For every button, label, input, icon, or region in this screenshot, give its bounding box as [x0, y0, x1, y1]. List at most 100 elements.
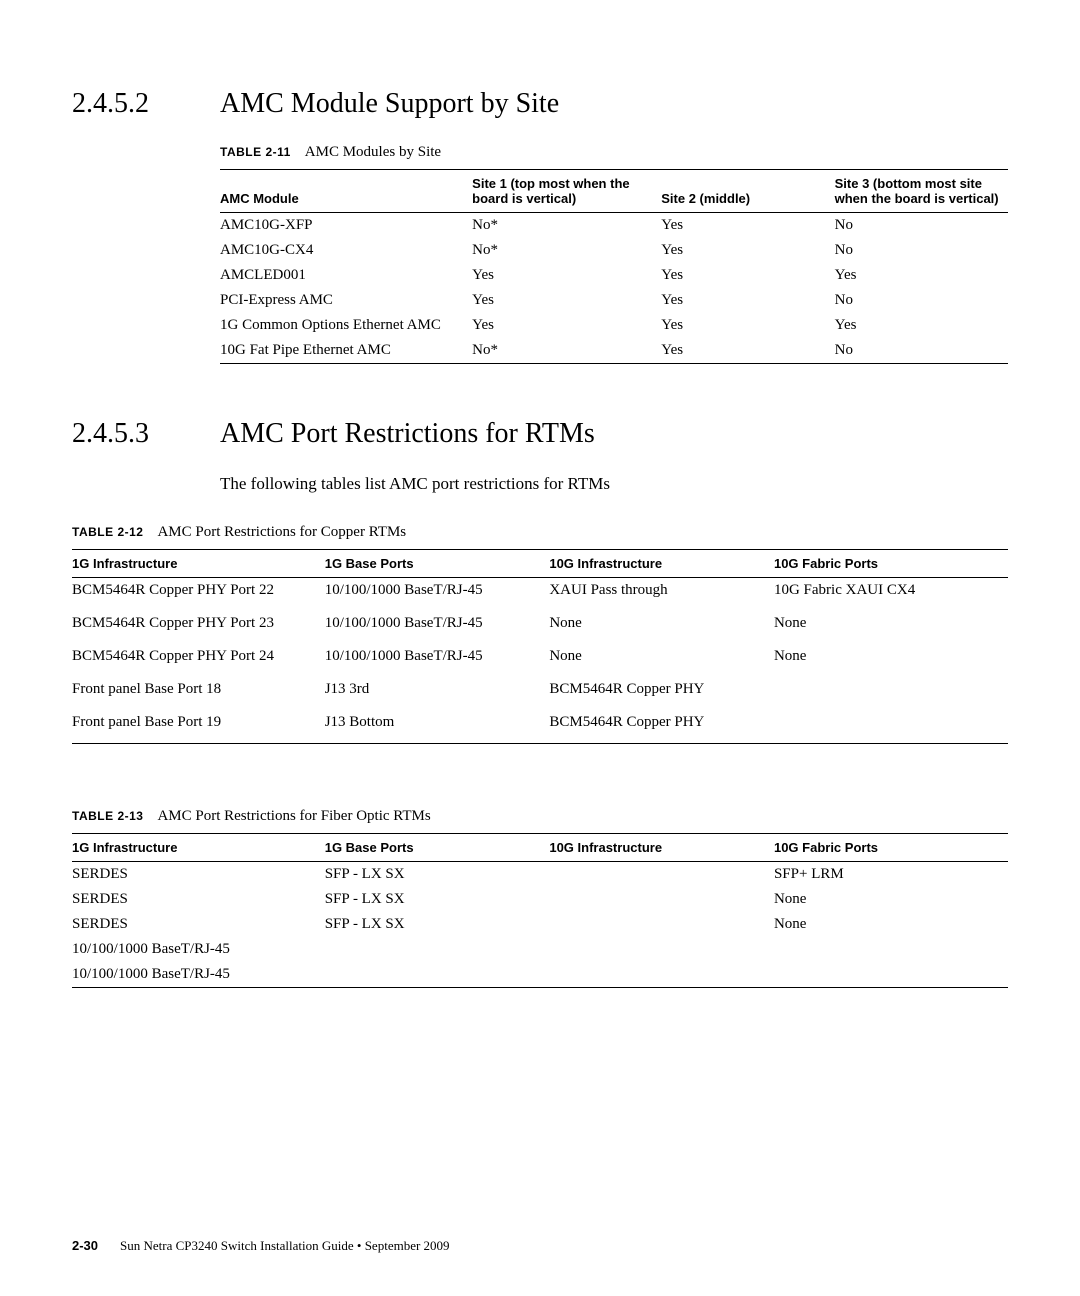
- table-cell: BCM5464R Copper PHY Port 22: [72, 578, 325, 612]
- table-row: PCI-Express AMCYesYesNo: [220, 288, 1008, 313]
- table-cell: No: [835, 238, 1008, 263]
- table-cell: None: [774, 644, 1008, 677]
- table-cell: Yes: [661, 288, 834, 313]
- table-row: BCM5464R Copper PHY Port 2210/100/1000 B…: [72, 578, 1008, 612]
- table-cell: SERDES: [72, 912, 325, 937]
- table-cell: J13 Bottom: [325, 710, 550, 744]
- table-cell: PCI-Express AMC: [220, 288, 472, 313]
- table-cell: SFP - LX SX: [325, 912, 550, 937]
- table-caption: AMC Port Restrictions for Fiber Optic RT…: [157, 808, 430, 825]
- table-cell: 10/100/1000 BaseT/RJ-45: [72, 937, 325, 962]
- table-cell: 10/100/1000 BaseT/RJ-45: [325, 611, 550, 644]
- section-number: 2.4.5.2: [72, 88, 220, 120]
- table-cell: None: [774, 887, 1008, 912]
- table-caption: AMC Modules by Site: [305, 144, 441, 161]
- table-cell: [549, 887, 774, 912]
- table-cell: [325, 937, 550, 962]
- table-cell: [549, 862, 774, 888]
- section-title: AMC Module Support by Site: [220, 88, 559, 120]
- amc-modules-by-site-table: AMC Module Site 1 (top most when the boa…: [220, 169, 1008, 364]
- table-cell: 10G Fat Pipe Ethernet AMC: [220, 338, 472, 364]
- table-row: AMCLED001YesYesYes: [220, 263, 1008, 288]
- table-row: AMC10G-XFPNo*YesNo: [220, 213, 1008, 239]
- table-cell: [774, 710, 1008, 744]
- table-cell: AMC10G-CX4: [220, 238, 472, 263]
- table-cell: [549, 962, 774, 988]
- col-site1: Site 1 (top most when the board is verti…: [472, 170, 661, 213]
- col-10g-fabric: 10G Fabric Ports: [774, 834, 1008, 862]
- col-1g-base: 1G Base Ports: [325, 834, 550, 862]
- col-1g-infra: 1G Infrastructure: [72, 550, 325, 578]
- table-cell: 10/100/1000 BaseT/RJ-45: [325, 578, 550, 612]
- table-row: AMC10G-CX4No*YesNo: [220, 238, 1008, 263]
- table-caption-row: TABLE 2-13 AMC Port Restrictions for Fib…: [72, 808, 1008, 825]
- page-footer: 2-30 Sun Netra CP3240 Switch Installatio…: [72, 1238, 450, 1254]
- table-row: BCM5464R Copper PHY Port 2310/100/1000 B…: [72, 611, 1008, 644]
- col-site2: Site 2 (middle): [661, 170, 834, 213]
- col-1g-base: 1G Base Ports: [325, 550, 550, 578]
- table-caption-row: TABLE 2-11 AMC Modules by Site: [220, 144, 1008, 161]
- table-cell: 10/100/1000 BaseT/RJ-45: [72, 962, 325, 988]
- table-cell: 1G Common Options Ethernet AMC: [220, 313, 472, 338]
- table-cell: Yes: [661, 338, 834, 364]
- table-row: 10G Fat Pipe Ethernet AMCNo*YesNo: [220, 338, 1008, 364]
- table-row: SERDESSFP - LX SX None: [72, 912, 1008, 937]
- table-cell: No: [835, 338, 1008, 364]
- table-caption: AMC Port Restrictions for Copper RTMs: [157, 524, 406, 541]
- table-cell: Yes: [661, 313, 834, 338]
- table-cell: 10/100/1000 BaseT/RJ-45: [325, 644, 550, 677]
- table-cell: AMCLED001: [220, 263, 472, 288]
- section-heading: 2.4.5.3 AMC Port Restrictions for RTMs: [72, 418, 1008, 450]
- table-cell: Yes: [472, 263, 661, 288]
- table-cell: Yes: [472, 313, 661, 338]
- table-label: TABLE 2-11: [220, 145, 291, 159]
- table-row: SERDESSFP - LX SX None: [72, 887, 1008, 912]
- table-cell: AMC10G-XFP: [220, 213, 472, 239]
- table-cell: Yes: [472, 288, 661, 313]
- table-row: Front panel Base Port 19J13 BottomBCM546…: [72, 710, 1008, 744]
- table-cell: Front panel Base Port 18: [72, 677, 325, 710]
- table-cell: 10G Fabric XAUI CX4: [774, 578, 1008, 612]
- table-cell: No: [835, 288, 1008, 313]
- table-cell: BCM5464R Copper PHY Port 24: [72, 644, 325, 677]
- table-cell: XAUI Pass through: [549, 578, 774, 612]
- table-label: TABLE 2-13: [72, 809, 143, 823]
- table-cell: Yes: [661, 213, 834, 239]
- section-intro: The following tables list AMC port restr…: [220, 474, 1008, 494]
- table-cell: Yes: [835, 263, 1008, 288]
- table-cell: Front panel Base Port 19: [72, 710, 325, 744]
- page-number: 2-30: [72, 1238, 98, 1253]
- table-cell: BCM5464R Copper PHY: [549, 710, 774, 744]
- table-label: TABLE 2-12: [72, 525, 143, 539]
- table-cell: None: [549, 611, 774, 644]
- table-cell: No*: [472, 213, 661, 239]
- table-row: Front panel Base Port 18J13 3rdBCM5464R …: [72, 677, 1008, 710]
- table-row: SERDESSFP - LX SXSFP+ LRM: [72, 862, 1008, 888]
- table-cell: SFP - LX SX: [325, 887, 550, 912]
- table-row: 10/100/1000 BaseT/RJ-45: [72, 937, 1008, 962]
- col-10g-fabric: 10G Fabric Ports: [774, 550, 1008, 578]
- table-cell: No*: [472, 238, 661, 263]
- table-cell: [549, 937, 774, 962]
- table-cell: Yes: [661, 263, 834, 288]
- table-cell: No: [835, 213, 1008, 239]
- amc-port-fiber-table: 1G Infrastructure 1G Base Ports 10G Infr…: [72, 833, 1008, 988]
- table-cell: Yes: [661, 238, 834, 263]
- table-caption-row: TABLE 2-12 AMC Port Restrictions for Cop…: [72, 524, 1008, 541]
- table-row: 1G Common Options Ethernet AMCYesYesYes: [220, 313, 1008, 338]
- table-cell: [774, 677, 1008, 710]
- col-site3: Site 3 (bottom most site when the board …: [835, 170, 1008, 213]
- table-cell: SERDES: [72, 862, 325, 888]
- table-cell: BCM5464R Copper PHY: [549, 677, 774, 710]
- table-cell: BCM5464R Copper PHY Port 23: [72, 611, 325, 644]
- table-cell: None: [774, 912, 1008, 937]
- table-cell: Yes: [835, 313, 1008, 338]
- amc-port-copper-table: 1G Infrastructure 1G Base Ports 10G Infr…: [72, 549, 1008, 744]
- table-cell: [774, 962, 1008, 988]
- table-cell: SERDES: [72, 887, 325, 912]
- table-cell: J13 3rd: [325, 677, 550, 710]
- section-title: AMC Port Restrictions for RTMs: [220, 418, 595, 450]
- table-cell: SFP - LX SX: [325, 862, 550, 888]
- table-row: BCM5464R Copper PHY Port 2410/100/1000 B…: [72, 644, 1008, 677]
- col-10g-infra: 10G Infrastructure: [549, 834, 774, 862]
